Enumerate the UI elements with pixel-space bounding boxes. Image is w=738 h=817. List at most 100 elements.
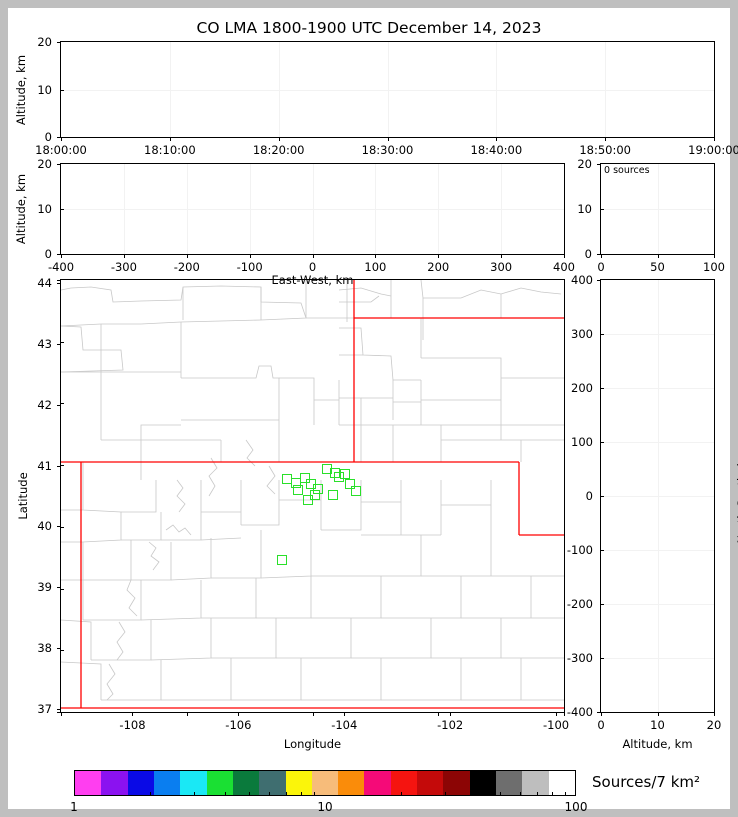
x-tick-label: 18:30:00 bbox=[361, 143, 414, 157]
colorbar-swatch bbox=[101, 771, 128, 795]
x-tick bbox=[186, 712, 188, 716]
x-tick bbox=[123, 254, 125, 258]
y-tick bbox=[57, 712, 61, 713]
x-tick bbox=[601, 712, 602, 716]
x-tick-label: 200 bbox=[427, 260, 450, 274]
x-tick bbox=[714, 254, 715, 258]
eastwest-altitude-axes[interactable] bbox=[60, 163, 565, 255]
ns-y-tick-label: 400 bbox=[571, 273, 593, 287]
y-tick bbox=[60, 465, 64, 467]
map-x-tick-label: -106 bbox=[225, 718, 252, 732]
x-tick-label: -100 bbox=[236, 260, 263, 274]
y-tick bbox=[60, 588, 64, 590]
ns-y-tick-label: 100 bbox=[571, 435, 593, 449]
x-tick-label: 0 bbox=[308, 260, 317, 274]
y-tick bbox=[60, 89, 64, 91]
colorbar-tick bbox=[225, 792, 227, 796]
map-x-tick-label: -108 bbox=[119, 718, 146, 732]
colorbar-tick bbox=[476, 792, 478, 796]
colorbar-tick-label: 10 bbox=[317, 800, 333, 814]
y-tick bbox=[600, 388, 604, 389]
y-tick-label: 20 bbox=[577, 157, 592, 171]
ns-y-tick-label: -100 bbox=[566, 543, 593, 557]
ns-y-tick-label: -300 bbox=[566, 651, 593, 665]
y-tick-label: 0 bbox=[44, 130, 52, 144]
gridline-horizontal bbox=[601, 496, 714, 497]
colorbar-tick bbox=[400, 792, 402, 796]
x-tick bbox=[169, 137, 171, 141]
x-tick bbox=[501, 254, 503, 258]
x-tick bbox=[601, 254, 602, 258]
x-tick bbox=[387, 137, 389, 141]
colorbar-tick bbox=[249, 792, 251, 796]
gridline-horizontal bbox=[601, 658, 714, 659]
y-tick bbox=[600, 658, 604, 659]
x-tick-label: 50 bbox=[650, 260, 665, 274]
y-tick bbox=[60, 341, 64, 343]
gridline-horizontal bbox=[601, 209, 714, 210]
x-tick-label: 0 bbox=[597, 718, 605, 732]
gridline-horizontal bbox=[601, 442, 714, 443]
x-tick bbox=[564, 254, 565, 258]
colorbar-label: Sources/7 km² bbox=[592, 773, 701, 791]
colorbar-tick bbox=[300, 792, 302, 796]
source-cell bbox=[340, 469, 351, 480]
x-tick bbox=[657, 254, 659, 258]
y-tick-label: 10 bbox=[37, 82, 52, 97]
source-cell bbox=[327, 489, 338, 500]
gridline-horizontal bbox=[61, 89, 714, 91]
x-tick bbox=[438, 712, 440, 716]
ns-y-tick-label: 0 bbox=[585, 489, 593, 503]
colorbar-swatch bbox=[232, 771, 260, 795]
eastwest-altitude-ylabel: Altitude, km bbox=[14, 173, 28, 245]
time-altitude-axes[interactable] bbox=[60, 41, 715, 138]
source-cell bbox=[350, 486, 361, 497]
altitude-xlabel: Altitude, km bbox=[622, 737, 693, 751]
colorbar-swatch bbox=[390, 771, 418, 795]
map-axes[interactable] bbox=[60, 279, 565, 713]
map-x-tick bbox=[556, 712, 558, 716]
y-tick bbox=[57, 254, 61, 255]
y-tick bbox=[60, 209, 64, 210]
y-tick-label: 0 bbox=[44, 247, 52, 261]
map-y-tick-label: 43 bbox=[37, 336, 52, 351]
map-y-tick-label: 42 bbox=[37, 397, 52, 412]
altitude-histogram-axes[interactable]: 0 sources bbox=[600, 163, 715, 255]
map-ylabel: Latitude bbox=[16, 472, 30, 520]
colorbar-tick bbox=[286, 792, 288, 796]
x-tick bbox=[249, 254, 251, 258]
map-y-tick-label: 40 bbox=[37, 519, 52, 534]
figure-title: CO LMA 1800-1900 UTC December 14, 2023 bbox=[196, 19, 542, 37]
colorbar[interactable] bbox=[74, 770, 576, 796]
y-tick-label: 10 bbox=[37, 202, 52, 216]
y-tick bbox=[57, 42, 61, 43]
source-cell bbox=[344, 478, 355, 489]
x-tick-label: 100 bbox=[703, 260, 725, 274]
x-tick bbox=[496, 137, 498, 141]
x-tick-label: -400 bbox=[47, 260, 75, 274]
source-cell bbox=[276, 554, 287, 565]
y-tick bbox=[57, 280, 61, 281]
colorbar-swatch bbox=[311, 771, 339, 795]
colorbar-swatch bbox=[548, 771, 575, 795]
colorbar-tick bbox=[564, 792, 566, 796]
y-tick-label: 10 bbox=[577, 202, 592, 216]
gridline-horizontal bbox=[601, 550, 714, 551]
altitude-northsouth-axes[interactable] bbox=[600, 279, 715, 713]
colorbar-swatch bbox=[259, 771, 286, 795]
ns-y-tick-label: 300 bbox=[571, 327, 593, 341]
y-tick bbox=[60, 526, 64, 528]
histogram-annotation: 0 sources bbox=[604, 165, 650, 176]
figure-canvas: CO LMA 1800-1900 UTC December 14, 2023 0… bbox=[8, 8, 738, 814]
source-cell bbox=[312, 483, 323, 494]
source-cell bbox=[292, 484, 303, 495]
gridline-horizontal bbox=[601, 334, 714, 335]
colorbar-swatch bbox=[285, 771, 312, 795]
x-tick bbox=[375, 254, 377, 258]
colorbar-swatch bbox=[127, 771, 154, 795]
colorbar-tick bbox=[269, 792, 271, 796]
x-tick-label: 18:20:00 bbox=[252, 143, 305, 157]
map-y-tick bbox=[57, 587, 61, 589]
map-y-tick-label: 39 bbox=[37, 580, 52, 595]
x-tick bbox=[438, 254, 440, 258]
